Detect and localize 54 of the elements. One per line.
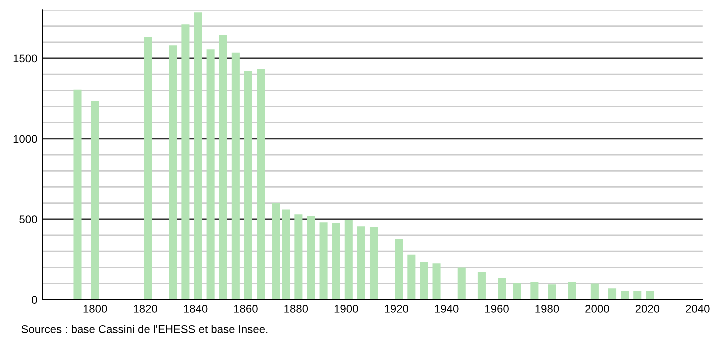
x-tick-label: 1980: [536, 305, 560, 313]
y-tick-label: 500: [20, 216, 38, 224]
bar: [621, 291, 630, 300]
bar: [257, 68, 266, 300]
bar: [332, 223, 340, 300]
bar: [408, 254, 416, 300]
x-tick-label: 1820: [134, 305, 158, 313]
x-tick-label: 1940: [435, 305, 459, 313]
y-tick-label: 1000: [14, 135, 38, 144]
bar: [370, 227, 378, 300]
x-tick-label: 1860: [234, 305, 258, 313]
y-tick-label: 1500: [14, 54, 38, 63]
x-tick-label: 2020: [636, 305, 660, 313]
bar: [590, 284, 599, 300]
bar: [282, 210, 290, 300]
bar: [634, 291, 642, 300]
bar: [169, 46, 178, 300]
bar: [498, 278, 506, 300]
bar: [344, 220, 353, 300]
x-tick-label: 1800: [84, 305, 108, 313]
x-tick-label: 2000: [586, 305, 610, 313]
bar: [206, 50, 215, 300]
x-tick-label: 1900: [334, 305, 358, 313]
bar: [232, 52, 240, 300]
x-tick-label: 1880: [284, 305, 308, 313]
bar: [182, 24, 190, 300]
bar: [432, 264, 441, 300]
bar: [513, 282, 522, 300]
bar: [608, 288, 617, 300]
bar: [458, 268, 466, 300]
bar: [219, 35, 228, 300]
bar: [144, 38, 152, 300]
bar: [294, 214, 303, 300]
bar: [478, 272, 486, 300]
bar: [395, 240, 404, 300]
bar: [420, 262, 428, 300]
y-tick-label: 0: [32, 296, 38, 304]
bar: [548, 284, 556, 300]
bar: [194, 12, 202, 300]
bar: [91, 101, 100, 300]
x-tick-label: 1920: [385, 305, 409, 313]
bar: [307, 216, 316, 300]
bar: [646, 291, 654, 300]
bar: [320, 222, 328, 300]
bar: [357, 226, 366, 300]
bar: [568, 282, 576, 300]
x-tick-label: 1840: [184, 305, 208, 313]
x-tick-label: 1960: [486, 305, 509, 313]
source-note: Sources : base Cassini de l'EHESS et base Insee.: [22, 325, 268, 334]
bar: [74, 90, 82, 300]
x-tick-label: 2040: [686, 305, 710, 313]
bar: [244, 71, 252, 300]
bar: [530, 282, 539, 300]
bar: [272, 203, 280, 300]
